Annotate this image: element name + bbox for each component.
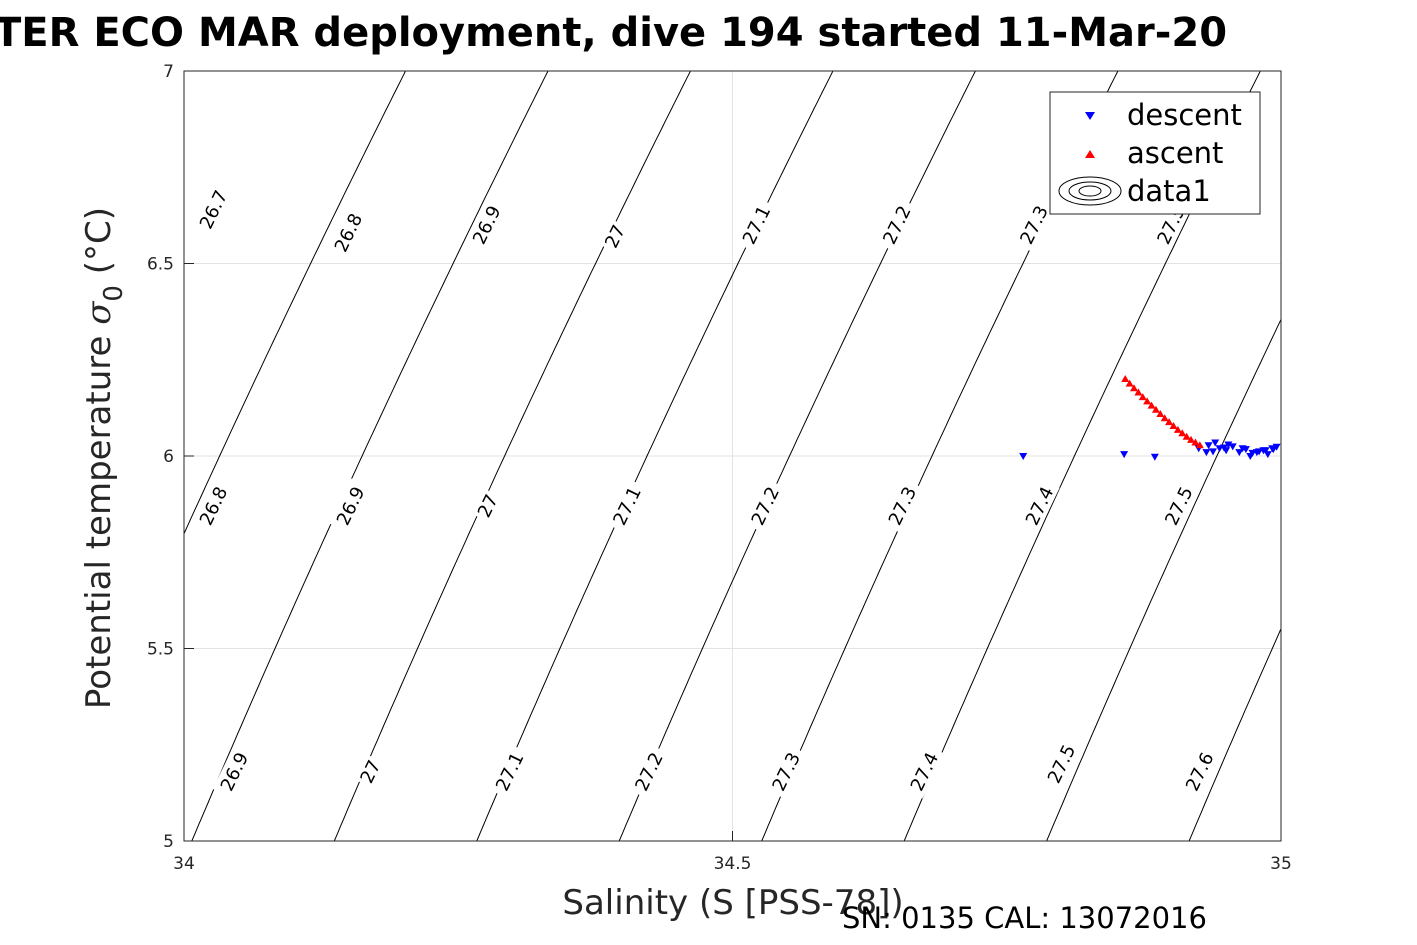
- ascent-point: [1130, 384, 1139, 392]
- chart-title: TER ECO MAR deployment, dive 194 started…: [0, 10, 1227, 56]
- descent-point: [1208, 448, 1217, 456]
- descent-point: [1252, 449, 1261, 457]
- legend-data1-label: data1: [1127, 174, 1211, 208]
- isopycnal-line: [1315, 33, 1417, 880]
- y-axis-label-main: Potential temperature: [79, 325, 119, 709]
- ascent-point: [1165, 418, 1174, 426]
- ascent-point: [1182, 432, 1191, 440]
- ascent-point: [1191, 438, 1200, 446]
- isopycnal-line: [184, 71, 407, 535]
- y-tick-label: 5.5: [147, 640, 174, 660]
- descent-point: [1238, 445, 1247, 453]
- x-tick-label: 34.5: [714, 854, 752, 874]
- isopycnal-line: [1046, 318, 1281, 841]
- descent-point: [1259, 447, 1268, 455]
- serial-calibration-note: SN: 0135 CAL: 13072016: [842, 901, 1207, 935]
- ascent-point: [1125, 379, 1134, 387]
- legend-descent-label: descent: [1127, 98, 1242, 132]
- ascent-point: [1143, 397, 1152, 405]
- descent-point: [1224, 441, 1233, 449]
- legend-ascent-label: ascent: [1127, 136, 1223, 170]
- isopycnal-line: [333, 71, 692, 841]
- descent-point: [1150, 453, 1159, 461]
- y-axis-label-sigma: σ: [79, 301, 119, 325]
- x-tick-label: 35: [1270, 854, 1292, 874]
- y-tick-label: 6.5: [147, 255, 174, 275]
- ascent-point: [1195, 441, 1204, 449]
- ascent-point: [1187, 435, 1196, 443]
- y-tick-label: 5: [163, 832, 174, 852]
- y-axis-label-subscript: 0: [99, 285, 129, 302]
- ascent-series: [1121, 375, 1204, 449]
- isopycnal-line: [618, 71, 976, 841]
- ascent-point: [1147, 401, 1156, 409]
- ascent-point: [1173, 425, 1182, 433]
- ascent-point: [1151, 405, 1160, 413]
- legend-box: [1049, 91, 1261, 215]
- descent-point: [1235, 449, 1244, 457]
- descent-point: [1019, 453, 1028, 460]
- ascent-point: [1160, 414, 1169, 422]
- y-tick-label: 7: [163, 62, 174, 82]
- x-tick-label: 34: [173, 854, 195, 874]
- x-axis-ticks: 34 34.5 35: [173, 831, 1292, 874]
- ascent-point: [1178, 429, 1187, 437]
- descent-point: [1263, 451, 1272, 459]
- legend-contour-icon: [1058, 176, 1122, 206]
- descent-point: [1219, 444, 1228, 452]
- ascent-point: [1134, 388, 1143, 396]
- y-tick-label: 6: [163, 447, 174, 467]
- ascent-point: [1121, 375, 1130, 382]
- descent-point: [1269, 446, 1278, 454]
- contour-label: 26.7: [191, 181, 234, 237]
- descent-series: [1019, 439, 1281, 461]
- ascent-point: [1138, 393, 1147, 401]
- legend-descent-marker: [1085, 112, 1095, 120]
- legend-ascent-marker: [1085, 150, 1095, 158]
- y-axis-label: Potential temperature σ0 (°C): [79, 207, 129, 709]
- descent-point: [1246, 453, 1255, 460]
- legend: descent ascent data1: [1049, 91, 1261, 215]
- isopycnal-line: [476, 71, 834, 841]
- ascent-point: [1169, 421, 1178, 429]
- isopycnal-line: [1188, 627, 1281, 841]
- isopycnal-line: [191, 71, 549, 841]
- descent-point: [1120, 451, 1129, 459]
- descent-point: [1202, 449, 1211, 457]
- descent-point: [1228, 443, 1237, 451]
- y-axis-label-unit: (°C): [79, 207, 119, 285]
- descent-point: [1204, 442, 1213, 450]
- ascent-point: [1156, 410, 1165, 418]
- descent-point: [1211, 439, 1220, 447]
- y-axis-ticks: 5 5.5 6 6.5 7: [147, 62, 194, 852]
- x-axis-label: Salinity (S [PSS-78]): [562, 883, 903, 923]
